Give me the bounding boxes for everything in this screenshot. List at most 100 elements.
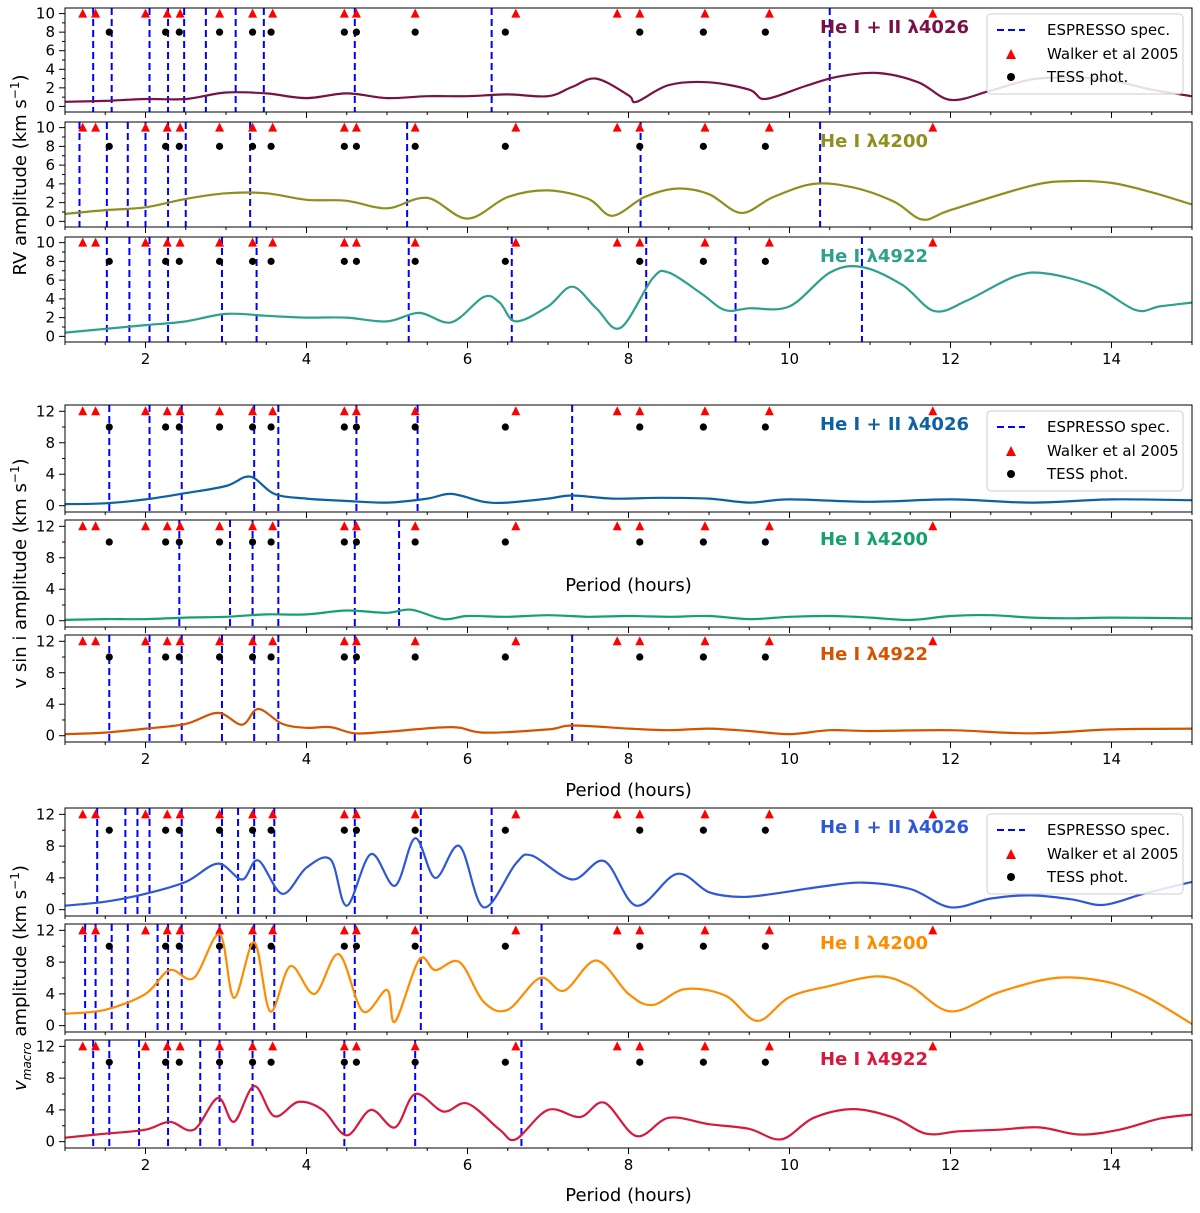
- walker-marker: [248, 925, 258, 935]
- tess-marker: [215, 653, 224, 661]
- walker-marker: [215, 521, 225, 531]
- walker-marker: [612, 237, 622, 247]
- walker-marker: [91, 237, 101, 247]
- tess-marker: [105, 257, 113, 265]
- walker-marker: [410, 809, 420, 819]
- panel-line-label: He I λ4922: [820, 644, 928, 665]
- walker-marker: [141, 636, 150, 646]
- walker-marker: [339, 237, 349, 247]
- walker-marker: [248, 122, 258, 132]
- tess-marker: [267, 538, 275, 546]
- walker-marker: [248, 809, 258, 819]
- walker-marker: [91, 8, 101, 18]
- walker-marker: [78, 237, 88, 247]
- tess-marker: [248, 257, 257, 265]
- walker-marker: [141, 237, 150, 247]
- y-tick-label: 8: [45, 549, 55, 567]
- walker-marker: [700, 521, 710, 531]
- tess-marker: [248, 826, 257, 834]
- tess-marker: [699, 142, 707, 150]
- tess-marker: [411, 28, 419, 36]
- walker-marker: [339, 406, 349, 416]
- x-tick-label: 4: [302, 750, 312, 768]
- panel-line-label: He I + II λ4026: [820, 817, 969, 838]
- y-axis-label-sup: −1: [8, 82, 22, 100]
- walker-marker: [764, 521, 774, 531]
- walker-marker: [700, 122, 710, 132]
- panel-3-3: 0 4 8 12 2 4 6 8 10 12 14 He I λ4922: [36, 1037, 1193, 1174]
- walker-marker: [764, 1041, 774, 1051]
- tess-marker: [340, 142, 348, 150]
- tess-marker: [352, 826, 361, 834]
- legend-espresso-label: ESPRESSO spec.: [1047, 821, 1170, 839]
- walker-marker: [175, 1041, 185, 1051]
- tess-marker: [761, 28, 769, 36]
- walker-marker: [928, 1041, 938, 1051]
- tess-marker: [175, 1058, 183, 1066]
- walker-marker: [91, 521, 101, 531]
- walker-marker: [612, 636, 622, 646]
- legend-walker-swatch: [1006, 849, 1016, 859]
- legend: ESPRESSO spec. Walker et al 2005 TESS phot…: [986, 813, 1184, 895]
- legend-espresso-label: ESPRESSO spec.: [1047, 418, 1170, 436]
- walker-marker: [175, 122, 185, 132]
- tess-marker: [411, 257, 419, 265]
- walker-marker: [162, 809, 172, 819]
- y-tick-label: 12: [36, 402, 55, 420]
- walker-marker: [635, 636, 645, 646]
- walker-marker: [351, 122, 361, 132]
- legend-tess-swatch: [1007, 73, 1015, 81]
- y-tick-label: 10: [36, 119, 55, 137]
- panel-2-3: 0 4 8 12 2 4 6 8 10 12 14 He I λ4922: [36, 632, 1193, 768]
- walker-marker: [410, 1041, 420, 1051]
- walker-marker: [928, 237, 938, 247]
- y-tick-label: 4: [45, 1101, 55, 1119]
- walker-marker: [700, 925, 710, 935]
- y-tick-label: 6: [45, 156, 55, 174]
- walker-marker: [351, 809, 361, 819]
- tess-marker: [699, 28, 707, 36]
- walker-marker: [410, 237, 420, 247]
- tess-marker: [699, 653, 707, 661]
- amplitude-curve: [65, 179, 1192, 221]
- panel-frame: [64, 121, 1193, 228]
- tess-marker: [215, 423, 224, 431]
- x-tick-label: 10: [780, 750, 799, 768]
- y-tick-label: 8: [45, 23, 55, 41]
- walker-marker: [511, 8, 521, 18]
- panel-3-2: 0 4 8 12 He I λ4200: [36, 921, 1193, 1038]
- walker-marker: [511, 122, 521, 132]
- walker-marker: [175, 521, 185, 531]
- y-tick-label: 4: [45, 580, 55, 598]
- walker-marker: [215, 925, 225, 935]
- walker-marker: [928, 122, 938, 132]
- y-axis-label-sup: −1: [8, 465, 22, 483]
- walker-marker: [78, 406, 88, 416]
- tess-marker: [501, 257, 509, 265]
- walker-marker: [764, 122, 774, 132]
- walker-marker: [78, 8, 88, 18]
- tess-marker: [501, 28, 509, 36]
- walker-marker: [91, 925, 101, 935]
- y-tick-label: 0: [45, 1017, 55, 1035]
- y-tick-label: 6: [45, 42, 55, 60]
- y-axis-label-sup: −1: [8, 872, 22, 890]
- tess-marker: [636, 257, 644, 265]
- tess-marker: [340, 1058, 348, 1066]
- tess-marker: [105, 538, 113, 546]
- y-tick-label: 4: [45, 985, 55, 1003]
- y-tick-label: 2: [45, 309, 55, 327]
- tess-marker: [175, 142, 183, 150]
- walker-marker: [141, 406, 150, 416]
- y-axis-label-part: ): [10, 74, 31, 81]
- walker-marker: [162, 8, 172, 18]
- tess-marker: [340, 423, 348, 431]
- tess-marker: [105, 423, 113, 431]
- tess-marker: [162, 942, 170, 950]
- legend-walker-label: Walker et al 2005: [1047, 45, 1179, 63]
- y-tick-label: 4: [45, 695, 55, 713]
- amplitude-curve: [65, 475, 1192, 506]
- y-tick-label: 0: [45, 212, 55, 230]
- walker-marker: [215, 809, 225, 819]
